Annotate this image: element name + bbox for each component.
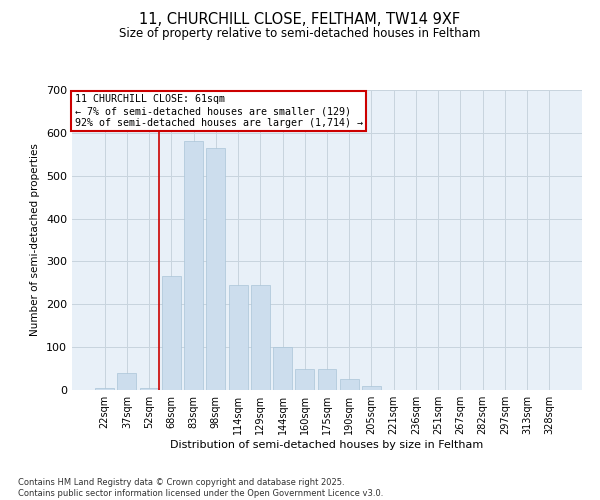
Bar bbox=[295, 368, 314, 390]
X-axis label: Distribution of semi-detached houses by size in Feltham: Distribution of semi-detached houses by … bbox=[170, 440, 484, 450]
Bar bbox=[273, 347, 292, 390]
Text: Size of property relative to semi-detached houses in Feltham: Size of property relative to semi-detach… bbox=[119, 28, 481, 40]
Y-axis label: Number of semi-detached properties: Number of semi-detached properties bbox=[31, 144, 40, 336]
Bar bbox=[206, 148, 225, 390]
Bar bbox=[229, 285, 248, 390]
Bar bbox=[184, 142, 203, 390]
Bar bbox=[317, 368, 337, 390]
Bar bbox=[362, 386, 381, 390]
Bar bbox=[95, 388, 114, 390]
Text: Contains HM Land Registry data © Crown copyright and database right 2025.
Contai: Contains HM Land Registry data © Crown c… bbox=[18, 478, 383, 498]
Bar bbox=[162, 276, 181, 390]
Bar bbox=[140, 388, 158, 390]
Text: 11, CHURCHILL CLOSE, FELTHAM, TW14 9XF: 11, CHURCHILL CLOSE, FELTHAM, TW14 9XF bbox=[139, 12, 461, 28]
Bar bbox=[251, 285, 270, 390]
Bar bbox=[340, 380, 359, 390]
Text: 11 CHURCHILL CLOSE: 61sqm
← 7% of semi-detached houses are smaller (129)
92% of : 11 CHURCHILL CLOSE: 61sqm ← 7% of semi-d… bbox=[74, 94, 362, 128]
Bar bbox=[118, 373, 136, 390]
